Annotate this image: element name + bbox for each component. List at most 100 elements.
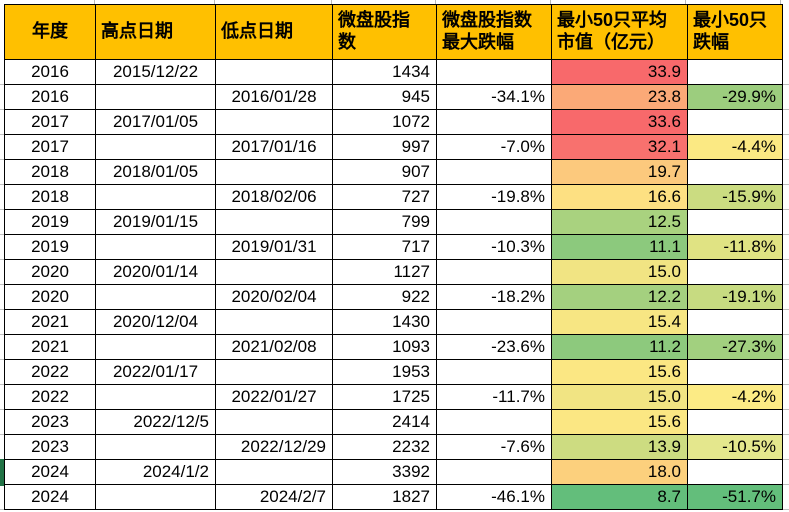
- cell-min50-drop[interactable]: [687, 359, 783, 385]
- col-header-high-date[interactable]: 高点日期: [95, 4, 216, 60]
- cell-index-drop[interactable]: -23.6%: [436, 334, 552, 360]
- cell-low-date[interactable]: 2019/01/31: [215, 234, 333, 260]
- cell-low-date[interactable]: 2016/01/28: [215, 84, 333, 110]
- cell-low-date[interactable]: [215, 259, 333, 285]
- cell-min50-cap[interactable]: 13.9: [551, 434, 688, 460]
- col-header-low-date[interactable]: 低点日期: [215, 4, 333, 60]
- cell-index[interactable]: 1434: [332, 59, 437, 85]
- cell-index-drop[interactable]: [436, 309, 552, 335]
- cell-year[interactable]: 2016: [4, 84, 96, 110]
- col-header-min50-avg-cap[interactable]: 最小50只平均 市值（亿元）: [551, 4, 688, 60]
- cell-low-date[interactable]: [215, 309, 333, 335]
- cell-index-drop[interactable]: [436, 359, 552, 385]
- cell-min50-cap[interactable]: 15.6: [551, 359, 688, 385]
- cell-year[interactable]: 2017: [4, 134, 96, 160]
- cell-min50-drop[interactable]: -10.5%: [687, 434, 783, 460]
- cell-year[interactable]: 2023: [4, 434, 96, 460]
- cell-year[interactable]: 2018: [4, 184, 96, 210]
- cell-high-date[interactable]: 2022/12/5: [95, 409, 216, 435]
- cell-year[interactable]: 2022: [4, 359, 96, 385]
- cell-min50-cap[interactable]: 12.5: [551, 209, 688, 235]
- cell-index[interactable]: 1127: [332, 259, 437, 285]
- cell-min50-drop[interactable]: [687, 309, 783, 335]
- cell-index-drop[interactable]: [436, 409, 552, 435]
- cell-year[interactable]: 2019: [4, 234, 96, 260]
- cell-min50-drop[interactable]: [687, 459, 783, 485]
- cell-low-date[interactable]: [215, 209, 333, 235]
- cell-low-date[interactable]: 2018/02/06: [215, 184, 333, 210]
- cell-index[interactable]: 1072: [332, 109, 437, 135]
- cell-index[interactable]: 727: [332, 184, 437, 210]
- cell-index-drop[interactable]: [436, 159, 552, 185]
- cell-index-drop[interactable]: [436, 209, 552, 235]
- cell-index[interactable]: 1827: [332, 484, 437, 510]
- cell-index-drop[interactable]: -34.1%: [436, 84, 552, 110]
- cell-high-date[interactable]: 2018/01/05: [95, 159, 216, 185]
- cell-index-drop[interactable]: -46.1%: [436, 484, 552, 510]
- cell-index-drop[interactable]: -18.2%: [436, 284, 552, 310]
- cell-min50-drop[interactable]: -19.1%: [687, 284, 783, 310]
- cell-index-drop[interactable]: [436, 109, 552, 135]
- cell-min50-cap[interactable]: 15.6: [551, 409, 688, 435]
- cell-low-date[interactable]: [215, 409, 333, 435]
- cell-high-date[interactable]: [95, 334, 216, 360]
- cell-high-date[interactable]: [95, 84, 216, 110]
- cell-min50-cap[interactable]: 18.0: [551, 459, 688, 485]
- cell-high-date[interactable]: 2017/01/05: [95, 109, 216, 135]
- cell-index[interactable]: 1725: [332, 384, 437, 410]
- cell-index[interactable]: 1093: [332, 334, 437, 360]
- cell-year[interactable]: 2024: [4, 484, 96, 510]
- cell-index[interactable]: 997: [332, 134, 437, 160]
- cell-high-date[interactable]: [95, 184, 216, 210]
- cell-min50-cap[interactable]: 33.9: [551, 59, 688, 85]
- cell-high-date[interactable]: 2020/12/04: [95, 309, 216, 335]
- cell-high-date[interactable]: 2020/01/14: [95, 259, 216, 285]
- col-header-year[interactable]: 年度: [4, 4, 96, 60]
- cell-year[interactable]: 2023: [4, 409, 96, 435]
- cell-min50-cap[interactable]: 19.7: [551, 159, 688, 185]
- cell-high-date[interactable]: 2015/12/22: [95, 59, 216, 85]
- cell-index-drop[interactable]: -19.8%: [436, 184, 552, 210]
- cell-year[interactable]: 2020: [4, 284, 96, 310]
- cell-min50-cap[interactable]: 32.1: [551, 134, 688, 160]
- cell-high-date[interactable]: 2024/1/2: [95, 459, 216, 485]
- cell-min50-drop[interactable]: -11.8%: [687, 234, 783, 260]
- cell-min50-drop[interactable]: -27.3%: [687, 334, 783, 360]
- cell-high-date[interactable]: [95, 234, 216, 260]
- cell-min50-drop[interactable]: -51.7%: [687, 484, 783, 510]
- cell-high-date[interactable]: [95, 484, 216, 510]
- cell-min50-cap[interactable]: 11.1: [551, 234, 688, 260]
- cell-min50-drop[interactable]: [687, 209, 783, 235]
- cell-high-date[interactable]: [95, 284, 216, 310]
- cell-min50-drop[interactable]: -4.4%: [687, 134, 783, 160]
- cell-year[interactable]: 2020: [4, 259, 96, 285]
- cell-index[interactable]: 922: [332, 284, 437, 310]
- cell-year[interactable]: 2017: [4, 109, 96, 135]
- cell-index[interactable]: 945: [332, 84, 437, 110]
- cell-year[interactable]: 2021: [4, 334, 96, 360]
- cell-min50-cap[interactable]: 15.0: [551, 259, 688, 285]
- cell-low-date[interactable]: [215, 459, 333, 485]
- cell-min50-cap[interactable]: 8.7: [551, 484, 688, 510]
- cell-index-drop[interactable]: -10.3%: [436, 234, 552, 260]
- cell-index[interactable]: 717: [332, 234, 437, 260]
- cell-index[interactable]: 907: [332, 159, 437, 185]
- cell-index[interactable]: 3392: [332, 459, 437, 485]
- cell-year[interactable]: 2018: [4, 159, 96, 185]
- cell-min50-cap[interactable]: 33.6: [551, 109, 688, 135]
- cell-high-date[interactable]: 2019/01/15: [95, 209, 216, 235]
- cell-high-date[interactable]: [95, 134, 216, 160]
- cell-min50-cap[interactable]: 15.0: [551, 384, 688, 410]
- cell-low-date[interactable]: [215, 359, 333, 385]
- cell-low-date[interactable]: [215, 159, 333, 185]
- col-header-index-max-drop[interactable]: 微盘股指数 最大跌幅: [436, 4, 552, 60]
- cell-min50-drop[interactable]: -15.9%: [687, 184, 783, 210]
- cell-low-date[interactable]: [215, 109, 333, 135]
- cell-low-date[interactable]: 2022/01/27: [215, 384, 333, 410]
- cell-year[interactable]: 2024: [4, 459, 96, 485]
- cell-low-date[interactable]: 2022/12/29: [215, 434, 333, 460]
- cell-min50-cap[interactable]: 12.2: [551, 284, 688, 310]
- cell-min50-cap[interactable]: 23.8: [551, 84, 688, 110]
- cell-year[interactable]: 2016: [4, 59, 96, 85]
- cell-low-date[interactable]: 2017/01/16: [215, 134, 333, 160]
